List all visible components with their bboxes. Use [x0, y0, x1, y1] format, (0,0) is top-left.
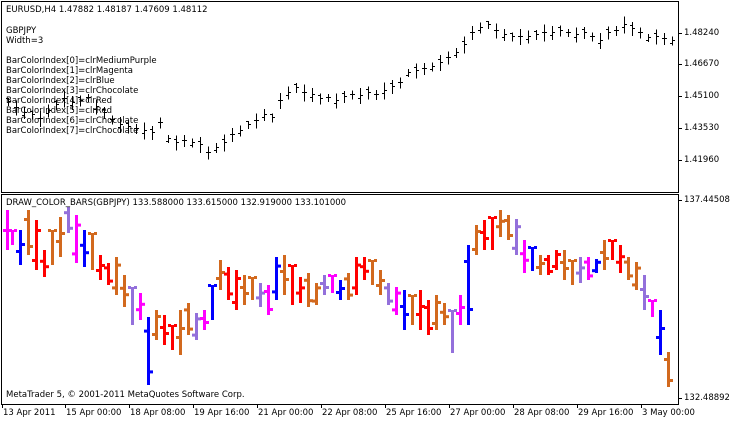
time-tick — [65, 404, 66, 408]
price-tick — [678, 128, 682, 129]
time-label: 29 Apr 16:00 — [578, 408, 634, 418]
time-tick — [577, 404, 578, 408]
price-max-label: 137.445080 — [684, 195, 730, 205]
indicator-header: DRAW_COLOR_BARS(GBPJPY) 133.588000 133.6… — [6, 198, 347, 208]
price-tick — [678, 200, 682, 201]
info-line: BarColorIndex[3]=clrChocolate — [6, 86, 139, 96]
price-label: 1.48240 — [684, 28, 720, 38]
info-line: BarColorIndex[0]=clrMediumPurple — [6, 56, 157, 66]
time-label: 25 Apr 16:00 — [386, 408, 442, 418]
time-label: 19 Apr 16:00 — [194, 408, 250, 418]
time-label: 18 Apr 08:00 — [130, 408, 186, 418]
time-tick — [193, 404, 194, 408]
price-label: 1.45100 — [684, 91, 720, 101]
upper-chart-header: EURUSD,H4 1.47882 1.48187 1.47609 1.4811… — [6, 5, 208, 15]
time-tick — [321, 404, 322, 408]
eurusd-bars — [6, 16, 675, 160]
price-tick — [678, 96, 682, 97]
time-label: 28 Apr 08:00 — [514, 408, 570, 418]
time-tick — [641, 404, 642, 408]
price-tick — [678, 160, 682, 161]
info-line: BarColorIndex[2]=clrBlue — [6, 76, 115, 86]
info-line: BarColorIndex[5]=clrRed — [6, 106, 112, 116]
time-label: 22 Apr 08:00 — [322, 408, 378, 418]
time-tick — [2, 404, 3, 408]
gbpjpy-color-bars — [3, 207, 673, 387]
time-label: 3 May 00:00 — [642, 408, 695, 418]
price-tick — [678, 64, 682, 65]
copyright-text: MetaTrader 5, © 2001-2011 MetaQuotes Sof… — [6, 390, 245, 400]
time-label: 13 Apr 2011 — [3, 408, 56, 418]
price-label: 1.46670 — [684, 59, 720, 69]
time-label: 15 Apr 00:00 — [66, 408, 122, 418]
time-tick — [257, 404, 258, 408]
time-label: 27 Apr 00:00 — [450, 408, 506, 418]
price-label: 1.41960 — [684, 155, 720, 165]
info-line: BarColorIndex[1]=clrMagenta — [6, 66, 133, 76]
time-tick — [449, 404, 450, 408]
info-line: GBPJPY — [6, 26, 37, 36]
eurusd-chart-panel[interactable]: EURUSD,H4 1.47882 1.48187 1.47609 1.4811… — [1, 1, 679, 193]
info-line: BarColorIndex[6]=clrChocolate — [6, 116, 139, 126]
info-line: Width=3 — [6, 36, 44, 46]
info-line: BarColorIndex[4]=clrRed — [6, 96, 112, 106]
gbpjpy-color-bars-panel[interactable]: DRAW_COLOR_BARS(GBPJPY) 133.588000 133.6… — [1, 194, 679, 405]
time-tick — [129, 404, 130, 408]
price-label: 1.43530 — [684, 123, 720, 133]
time-tick — [513, 404, 514, 408]
price-tick — [678, 398, 682, 399]
price-min-label: 132.488920 — [684, 393, 730, 403]
price-tick — [678, 33, 682, 34]
time-label: 21 Apr 00:00 — [258, 408, 314, 418]
time-tick — [385, 404, 386, 408]
info-line: BarColorIndex[7]=clrChocolate — [6, 126, 139, 136]
